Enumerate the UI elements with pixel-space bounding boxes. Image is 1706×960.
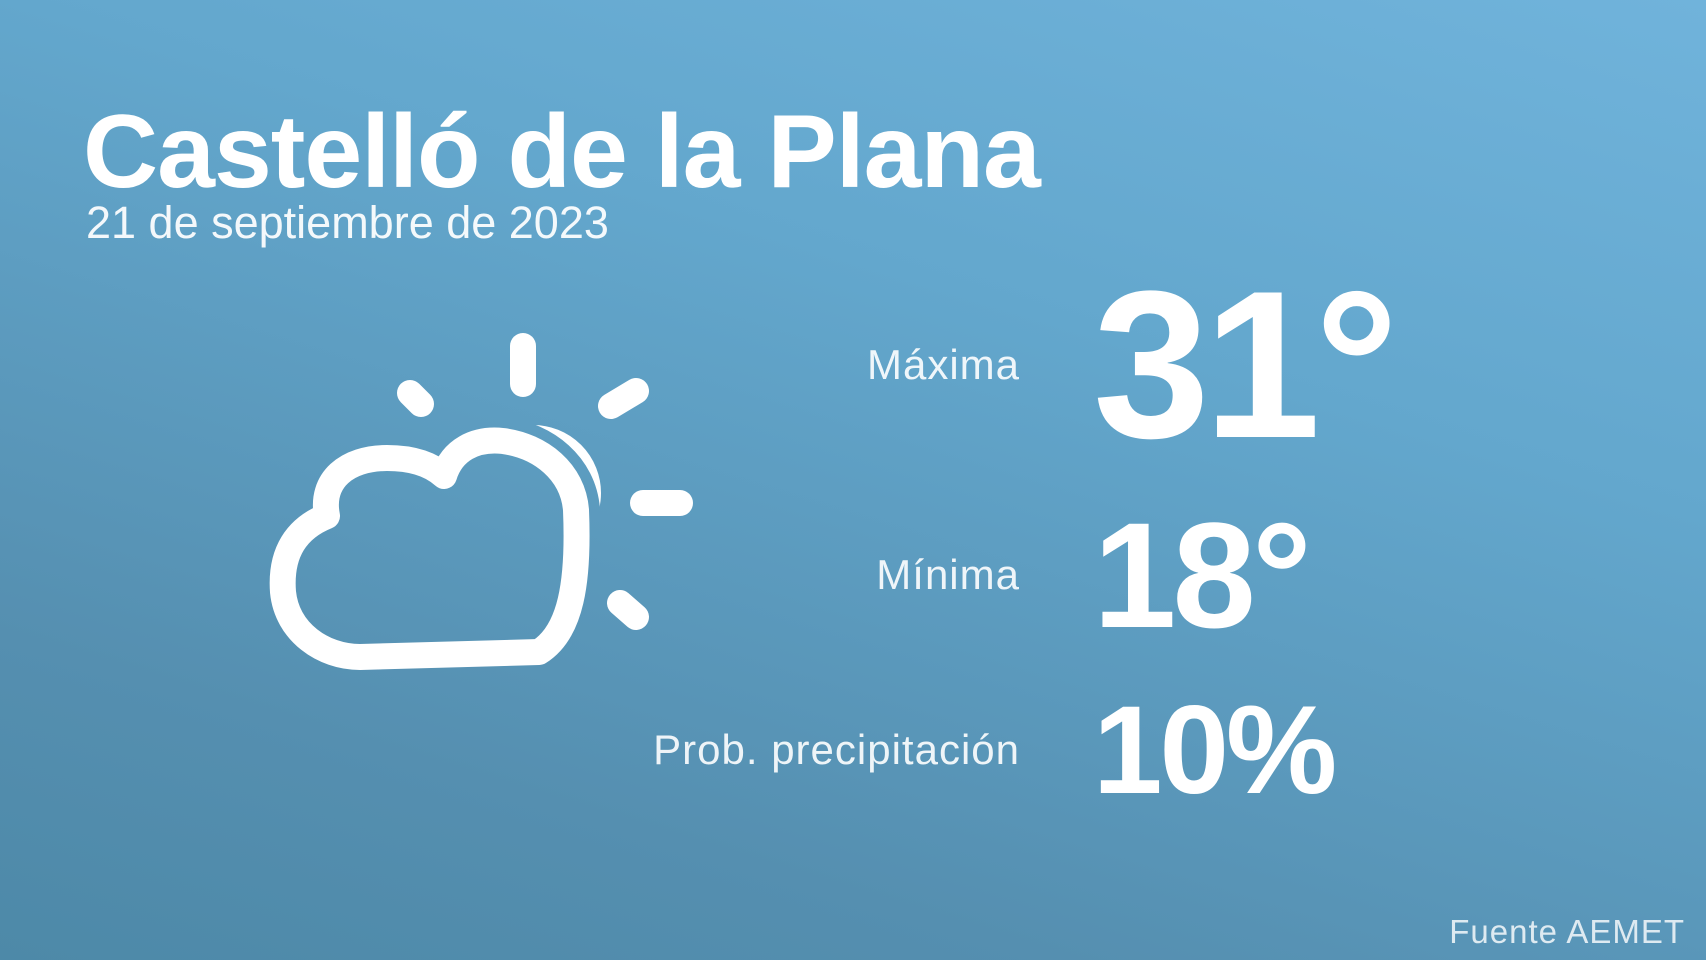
sun-behind-cloud-icon bbox=[225, 300, 705, 680]
sun-ray-se bbox=[607, 590, 649, 630]
sun-ray-nw bbox=[397, 380, 434, 417]
metric-row-minima: Mínima 18° bbox=[560, 491, 1312, 659]
page-title: Castelló de la Plana bbox=[83, 94, 1041, 210]
maxima-label: Máxima bbox=[866, 341, 1020, 388]
minima-value: 18° bbox=[1093, 491, 1312, 659]
precipitation-value: 10% bbox=[1093, 680, 1337, 820]
minima-label: Mínima bbox=[876, 551, 1020, 598]
cloud-outline bbox=[269, 427, 590, 670]
metric-row-maxima: Máxima 31° bbox=[560, 260, 1399, 470]
precipitation-label: Prob. precipitación bbox=[653, 726, 1020, 773]
source-credit: Fuente AEMET bbox=[1449, 913, 1685, 950]
maxima-value: 31° bbox=[1093, 247, 1399, 482]
sun-ray-ne bbox=[598, 378, 649, 419]
metric-row-precipitation: Prob. precipitación 10% bbox=[560, 677, 1337, 823]
date-label: 21 de septiembre de 2023 bbox=[86, 197, 609, 248]
